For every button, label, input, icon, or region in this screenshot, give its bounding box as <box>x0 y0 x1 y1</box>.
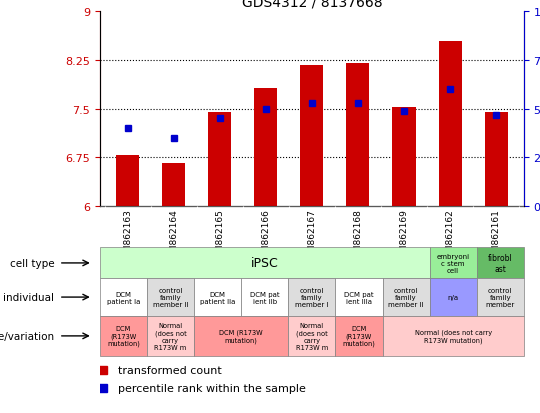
Text: DCM pat
ient IIb: DCM pat ient IIb <box>250 291 280 304</box>
Bar <box>300 65 323 206</box>
Text: transformed count: transformed count <box>118 365 221 375</box>
Title: GDS4312 / 8137668: GDS4312 / 8137668 <box>241 0 382 10</box>
Bar <box>430 248 477 279</box>
Bar <box>438 41 462 207</box>
Bar <box>346 64 369 206</box>
Text: GSM862163: GSM862163 <box>123 209 132 263</box>
Text: GSM862167: GSM862167 <box>307 209 316 263</box>
Bar <box>147 279 194 316</box>
Text: DCM pat
ient IIIa: DCM pat ient IIIa <box>344 291 374 304</box>
Text: DCM
patient IIa: DCM patient IIa <box>200 291 235 304</box>
Text: Normal
(does not
carry
R173W m: Normal (does not carry R173W m <box>296 323 328 350</box>
Bar <box>382 279 430 316</box>
Text: GSM862162: GSM862162 <box>446 209 455 263</box>
Bar <box>382 316 524 356</box>
Text: control
family
member: control family member <box>485 287 515 307</box>
Text: GSM862161: GSM862161 <box>491 209 501 263</box>
Bar <box>288 279 335 316</box>
Text: cell type: cell type <box>10 258 55 268</box>
Bar <box>477 279 524 316</box>
Bar <box>288 316 335 356</box>
Text: control
family
member II: control family member II <box>388 287 424 307</box>
Text: control
family
member II: control family member II <box>153 287 188 307</box>
Bar <box>241 279 288 316</box>
Bar <box>254 89 278 206</box>
Text: n/a: n/a <box>448 294 458 300</box>
Bar <box>393 108 415 206</box>
Bar <box>116 156 139 206</box>
Text: Normal (does not carry
R173W mutation): Normal (does not carry R173W mutation) <box>415 329 492 343</box>
Text: embryoni
c stem
cell: embryoni c stem cell <box>436 253 470 273</box>
Bar <box>484 113 508 206</box>
Text: iPSC: iPSC <box>251 257 279 270</box>
Bar <box>100 248 430 279</box>
Bar <box>147 316 194 356</box>
Bar <box>194 279 241 316</box>
Bar <box>194 316 288 356</box>
Bar <box>335 316 382 356</box>
Text: genotype/variation: genotype/variation <box>0 331 55 341</box>
Text: Normal
(does not
carry
R173W m: Normal (does not carry R173W m <box>154 323 187 350</box>
Bar <box>430 279 477 316</box>
Text: DCM
(R173W
mutation): DCM (R173W mutation) <box>342 325 375 347</box>
Text: DCM
(R173W
mutation): DCM (R173W mutation) <box>107 325 140 347</box>
Bar <box>335 279 382 316</box>
Text: GSM862164: GSM862164 <box>169 209 178 263</box>
Text: GSM862165: GSM862165 <box>215 209 224 263</box>
Bar <box>162 163 185 206</box>
Bar <box>100 316 147 356</box>
Bar <box>208 113 231 206</box>
Text: GSM862166: GSM862166 <box>261 209 271 263</box>
Text: GSM862169: GSM862169 <box>400 209 408 263</box>
Text: individual: individual <box>3 292 55 302</box>
Text: GSM862168: GSM862168 <box>353 209 362 263</box>
Bar <box>100 279 147 316</box>
Bar <box>477 248 524 279</box>
Text: DCM
patient Ia: DCM patient Ia <box>107 291 140 304</box>
Text: DCM (R173W
mutation): DCM (R173W mutation) <box>219 329 263 343</box>
Text: fibrobl
ast: fibrobl ast <box>488 254 512 273</box>
Text: percentile rank within the sample: percentile rank within the sample <box>118 383 306 393</box>
Text: control
family
member I: control family member I <box>295 287 329 307</box>
